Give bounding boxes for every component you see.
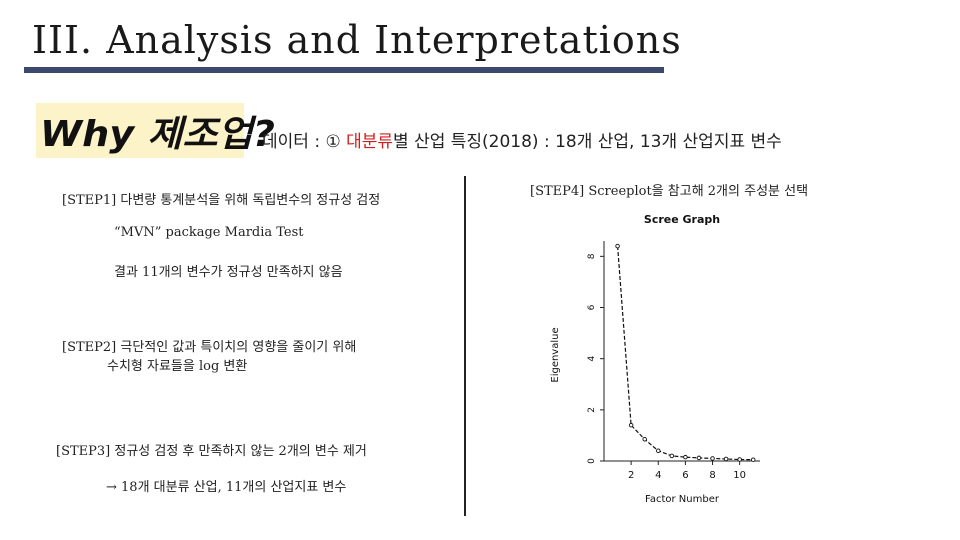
slide-title: III. Analysis and Interpretations — [32, 18, 682, 62]
data-description-highlight: 대분류 — [346, 132, 394, 152]
data-description-prefix: 데이터 : ① — [262, 132, 347, 152]
x-tick-label: 4 — [655, 470, 661, 481]
y-axis-label: Eigenvalue — [550, 327, 561, 382]
chart-title: Scree Graph — [644, 213, 720, 226]
step1-line2: 결과 11개의 변수가 정규성 만족하지 않음 — [114, 265, 343, 280]
data-point — [615, 243, 620, 249]
series-points — [615, 243, 756, 462]
x-tick-label: 10 — [733, 470, 746, 481]
data-point — [656, 448, 661, 454]
data-point — [710, 456, 715, 461]
step3-line1: → 18개 대분류 산업, 11개의 산업지표 변수 — [106, 480, 347, 495]
y-tick-label: 6 — [587, 304, 597, 310]
series-line — [617, 246, 754, 461]
title-underline — [24, 67, 664, 73]
step1-title: [STEP1] 다변량 통계분석을 위해 독립변수의 정규성 검정 — [62, 193, 381, 208]
x-tick-label: 8 — [709, 470, 715, 481]
data-point — [723, 456, 729, 462]
data-point — [642, 437, 647, 442]
data-point — [696, 455, 702, 461]
step3-title: [STEP3] 정규성 검정 후 만족하지 않는 2개의 변수 제거 — [56, 444, 367, 459]
x-tick-label: 6 — [682, 470, 688, 481]
y-tick-label: 2 — [587, 407, 597, 413]
x-ticks: 2 4 6 8 10 — [628, 461, 746, 481]
step4-title: [STEP4] Screeplot을 참고해 2개의 주성분 선택 — [530, 184, 809, 199]
y-tick-label: 8 — [587, 253, 597, 259]
why-badge-text: Why 제조업? — [40, 114, 275, 155]
column-divider — [464, 176, 466, 516]
step2-line1: 수치형 자료들을 log 변환 — [107, 359, 248, 374]
data-point — [669, 453, 675, 459]
y-tick-label: 0 — [587, 458, 597, 464]
data-point — [737, 457, 742, 462]
y-ticks: 0 2 4 6 8 — [587, 253, 604, 464]
data-point — [628, 422, 634, 428]
y-tick-label: 4 — [587, 356, 597, 362]
x-tick-label: 2 — [628, 470, 634, 481]
data-point — [750, 457, 756, 462]
step1-line1: “MVN” package Mardia Test — [114, 225, 304, 240]
data-description: 데이터 : ① 대분류별 산업 특징(2018) : 18개 산업, 13개 산… — [262, 127, 782, 152]
data-point — [683, 454, 688, 460]
x-axis-label: Factor Number — [645, 494, 720, 505]
why-badge: Why 제조업? — [36, 103, 275, 158]
step2-title: [STEP2] 극단적인 값과 특이치의 영향을 줄이기 위해 — [62, 340, 357, 355]
data-description-suffix: 별 산업 특징(2018) : 18개 산업, 13개 산업지표 변수 — [393, 132, 782, 152]
scree-chart: Scree Graph 0 2 4 6 8 2 4 6 8 10 Factor Number E… — [550, 213, 760, 505]
